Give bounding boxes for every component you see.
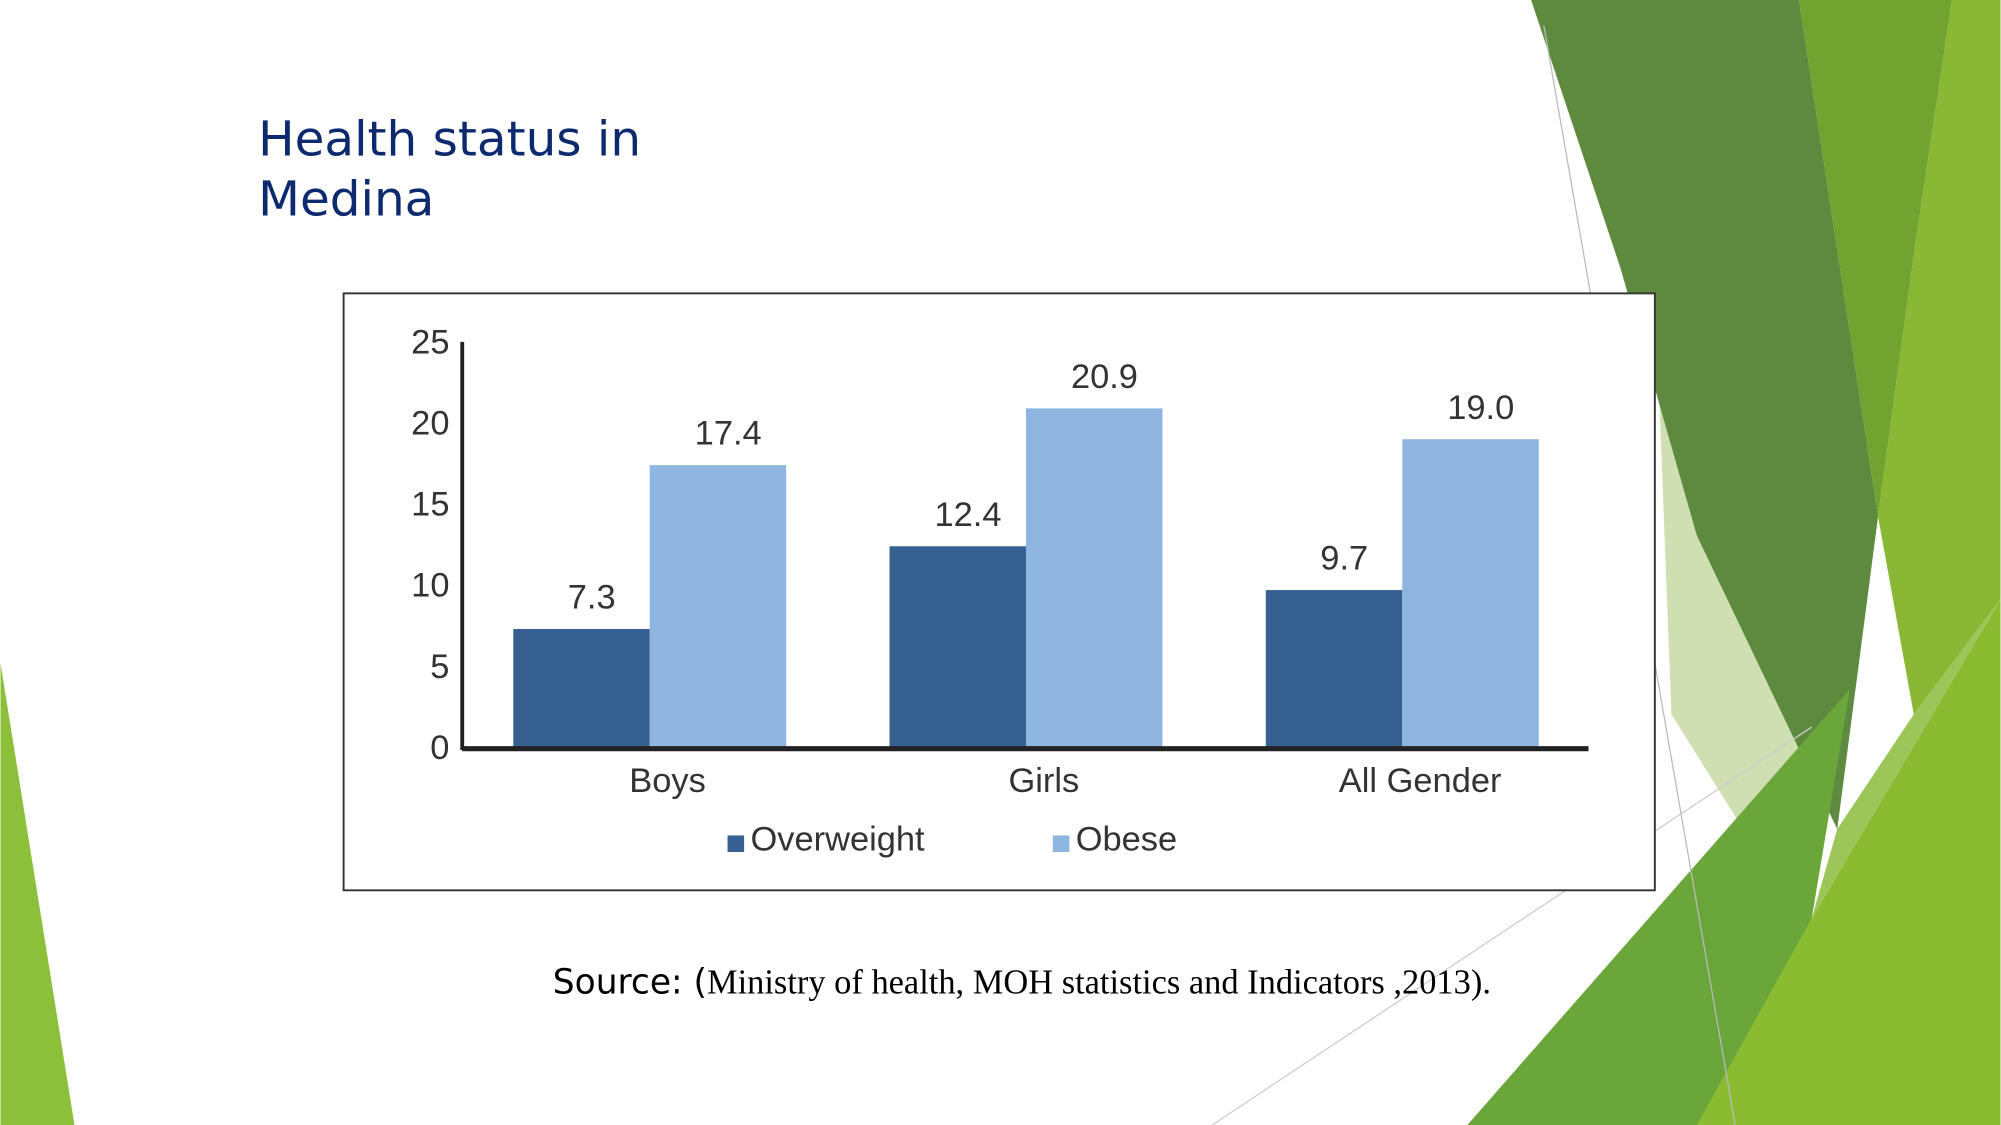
decor-line (1211, 726, 1813, 1125)
slide-title: Health status in (258, 112, 641, 168)
source-text: Ministry of health, MOH statistics and I… (707, 964, 1491, 1002)
value-label: 9.7 (1320, 540, 1368, 578)
decor-shape (1531, 0, 1879, 830)
bar (513, 629, 650, 748)
value-label: 20.9 (1071, 358, 1138, 396)
decor-shape (1798, 0, 1953, 517)
x-tick-label: All Gender (1339, 762, 1502, 800)
legend-label: Obese (1076, 821, 1177, 859)
decor-shape (1696, 599, 2001, 1125)
legend-swatch (727, 835, 745, 853)
chart: 0 5 10 15 20 25 Boys 7.3 17.4 Girls 12.4 20.9 All Ge… (411, 323, 1589, 859)
slide-title: Medina (258, 172, 434, 228)
decor-shape (1878, 0, 2001, 715)
decor-shape (0, 663, 75, 1125)
y-tick-label: 15 (411, 486, 449, 524)
y-tick-label: 5 (430, 648, 449, 686)
source-prefix: Source: ( (553, 963, 707, 1003)
y-tick-label: 20 (411, 404, 449, 442)
value-label: 7.3 (568, 579, 616, 617)
decor-shape (1467, 688, 1850, 1125)
y-tick-label: 10 (411, 567, 449, 605)
value-label: 19.0 (1447, 389, 1514, 427)
x-tick-label: Girls (1008, 762, 1079, 800)
legend-swatch (1052, 835, 1070, 853)
x-tick-label: Boys (629, 762, 706, 800)
bar (1402, 439, 1539, 748)
source: Source: (Ministry of health, MOH statist… (553, 963, 1491, 1003)
bar (1265, 590, 1403, 748)
bar (649, 465, 787, 748)
value-label: 12.4 (934, 496, 1001, 534)
value-label: 17.4 (695, 415, 762, 453)
bar (1026, 408, 1163, 748)
y-tick-label: 0 (430, 729, 449, 767)
legend-label: Overweight (751, 821, 926, 859)
bar (889, 546, 1027, 748)
y-tick-label: 25 (411, 323, 449, 361)
